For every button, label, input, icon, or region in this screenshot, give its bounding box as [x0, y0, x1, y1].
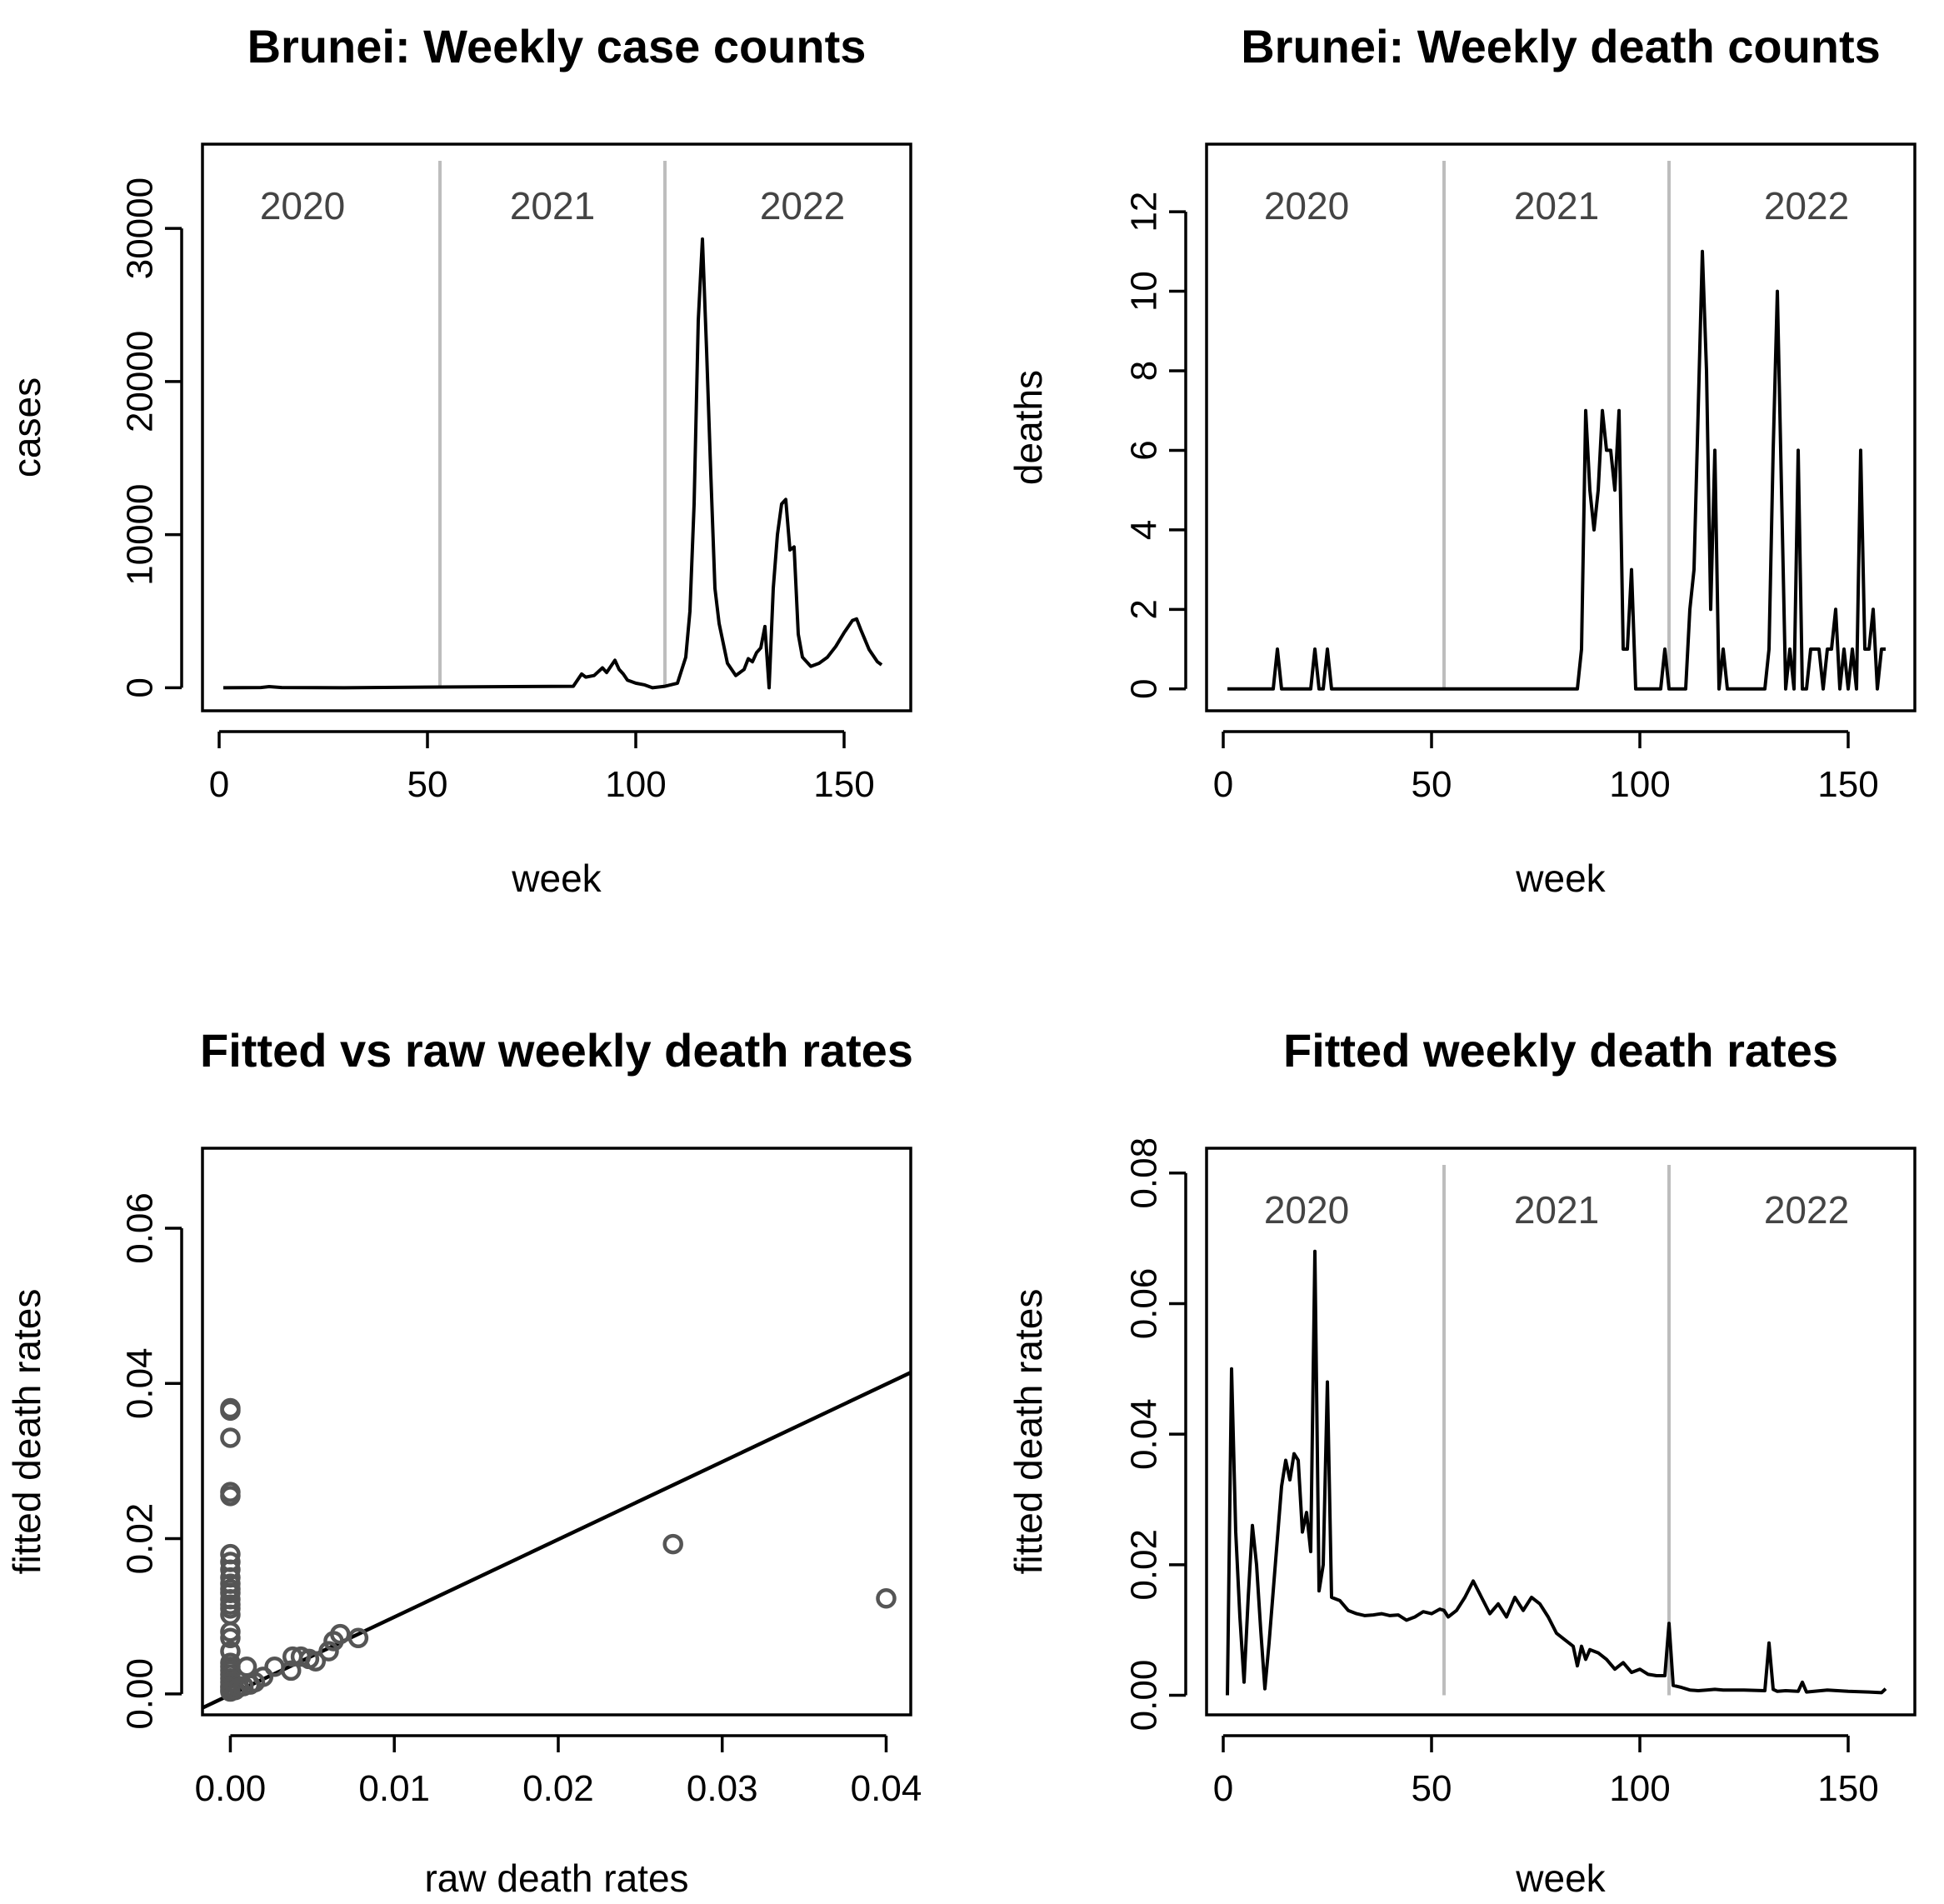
panel-fitted-weekly-death-rates: Fitted weekly death rates week fitted deat… [1007, 1024, 1917, 1900]
x-tick-label: 0.04 [851, 1768, 922, 1809]
data-point [876, 1588, 897, 1609]
x-tick-label: 100 [605, 764, 666, 805]
x-axis-label: week [511, 857, 602, 900]
y-tick-label: 0.00 [1124, 1660, 1165, 1732]
x-tick-label: 150 [1817, 1768, 1878, 1809]
y-tick-label: 6 [1124, 440, 1165, 460]
series-line [1226, 1249, 1887, 1696]
x-axis-label: week [1515, 1857, 1606, 1900]
year-label: 2022 [1764, 1188, 1849, 1232]
data-point [220, 1397, 241, 1419]
year-label: 2021 [510, 184, 595, 227]
x-tick-label: 150 [1817, 764, 1878, 805]
x-axis-label: raw death rates [424, 1857, 688, 1900]
data-point [281, 1660, 302, 1682]
data-point [220, 1427, 241, 1448]
y-tick-label: 0.04 [120, 1347, 161, 1419]
series-line [1227, 249, 1886, 691]
y-tick-label: 12 [1124, 192, 1165, 232]
y-tick-label: 30000 [120, 177, 161, 279]
plot-frame [201, 142, 912, 712]
data-point [220, 1486, 241, 1507]
year-label: 2022 [760, 184, 845, 227]
x-tick-label: 50 [1412, 1768, 1452, 1809]
x-tick-label: 50 [1412, 764, 1452, 805]
y-tick-label: 2 [1124, 599, 1165, 619]
y-axis-label: fitted death rates [5, 1289, 48, 1575]
data-point [220, 1622, 241, 1642]
x-tick-label: 0 [1213, 764, 1233, 805]
panel-fitted-vs-raw-death-rates: Fitted vs raw weekly death rates raw deat… [5, 1024, 922, 1900]
panel-weekly-death-counts: Brunei: Weekly death counts week deaths 0 50… [1007, 20, 1917, 900]
y-tick-label: 0 [1124, 679, 1165, 699]
data-point [252, 1667, 274, 1687]
y-tick-label: 0.08 [1124, 1137, 1165, 1209]
chart-title: Fitted vs raw weekly death rates [200, 1024, 913, 1077]
year-label: 2020 [1264, 1188, 1349, 1232]
series-line [222, 237, 883, 690]
data-point [662, 1533, 683, 1555]
x-tick-label: 0.01 [358, 1768, 430, 1809]
x-tick-label: 0 [209, 764, 229, 805]
y-tick-label: 10000 [120, 483, 161, 585]
data-point [220, 1627, 241, 1649]
plot-frame [1205, 1147, 1917, 1717]
y-tick-label: 0 [120, 677, 161, 697]
chart-title: Brunei: Weekly case counts [247, 20, 867, 72]
x-tick-label: 150 [813, 764, 874, 805]
y-tick-label: 20000 [120, 331, 161, 432]
chart-title: Brunei: Weekly death counts [1241, 20, 1881, 72]
data-point [220, 1598, 241, 1619]
panel-weekly-case-counts: Brunei: Weekly case counts week cases 0 50 10… [5, 20, 912, 900]
x-tick-label: 0.00 [195, 1768, 267, 1809]
year-label: 2021 [1514, 184, 1599, 227]
y-tick-label: 0.06 [120, 1192, 161, 1264]
y-tick-label: 0.02 [1124, 1529, 1165, 1601]
data-point [318, 1641, 339, 1662]
data-point [305, 1651, 327, 1672]
data-point [347, 1627, 369, 1649]
year-label: 2020 [260, 184, 345, 227]
x-tick-label: 100 [1609, 1768, 1670, 1809]
x-tick-label: 0 [1213, 1768, 1233, 1809]
chart-title: Fitted weekly death rates [1283, 1024, 1838, 1077]
y-tick-label: 0.02 [120, 1503, 161, 1575]
plot-frame [1205, 142, 1917, 712]
data-point [220, 1559, 241, 1581]
year-label: 2022 [1764, 184, 1849, 227]
year-label: 2021 [1514, 1188, 1599, 1232]
y-axis-label: fitted death rates [1007, 1289, 1050, 1575]
y-tick-label: 10 [1124, 271, 1165, 312]
y-axis-label: deaths [1007, 370, 1050, 485]
x-tick-label: 0.03 [687, 1768, 758, 1809]
year-label: 2020 [1264, 184, 1349, 227]
data-point [330, 1623, 351, 1645]
y-tick-label: 8 [1124, 361, 1165, 381]
y-tick-label: 0.00 [120, 1658, 161, 1730]
y-tick-label: 0.06 [1124, 1268, 1165, 1340]
plot-frame [201, 1147, 912, 1717]
y-axis-label: cases [5, 377, 48, 477]
x-tick-label: 50 [407, 764, 448, 805]
x-tick-label: 100 [1609, 764, 1670, 805]
y-tick-label: 0.04 [1124, 1398, 1165, 1470]
y-tick-label: 4 [1124, 520, 1165, 540]
x-axis-label: week [1515, 857, 1606, 900]
x-tick-label: 0.02 [522, 1768, 594, 1809]
